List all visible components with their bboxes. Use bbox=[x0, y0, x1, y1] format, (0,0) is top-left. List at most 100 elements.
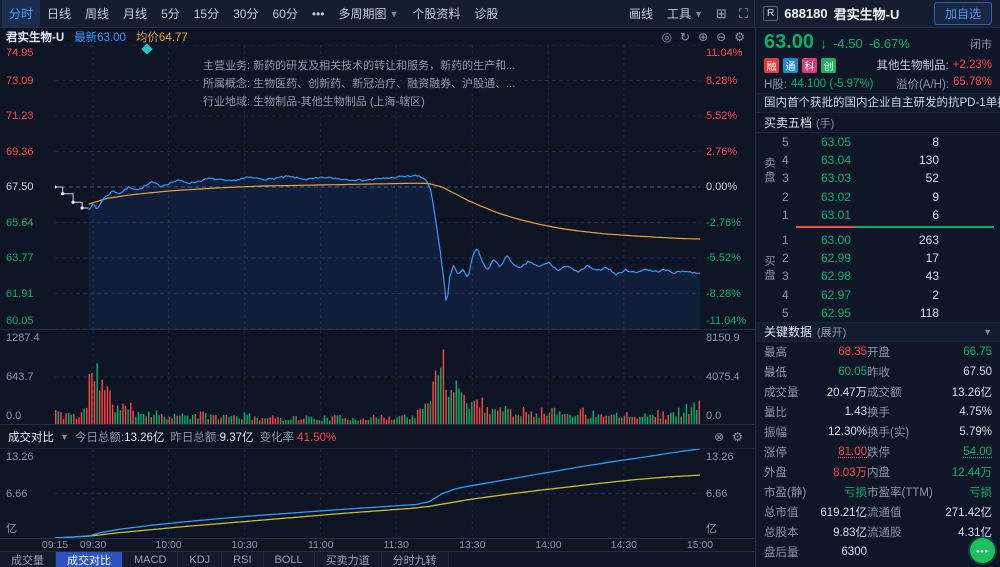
level-number: 1 bbox=[782, 207, 789, 222]
sell-level-row[interactable]: 2 63.02 9 bbox=[776, 188, 1000, 206]
level-number: 3 bbox=[782, 171, 789, 186]
sell-levels: 5 63.05 8 4 63.04 130 3 63.03 52 2 63.02 9 1 63.01 6 bbox=[776, 133, 1000, 224]
indicator-tab-0[interactable]: 成交量 bbox=[0, 552, 56, 567]
toolbar-stock-identity: R 688180 君实生物-U 加自选 bbox=[755, 0, 1000, 27]
toolbar-menu-2[interactable]: 诊股 bbox=[474, 7, 499, 21]
axis-label: 0.00% bbox=[706, 181, 738, 193]
key-data-header[interactable]: 关键数据 (展开) ▼ bbox=[756, 321, 1000, 342]
indicator-tab-2[interactable]: MACD bbox=[123, 552, 179, 567]
multi-chart-icon[interactable]: ⊞ bbox=[715, 5, 727, 21]
price-chart-plot[interactable]: 主营业务: 新药的研发及相关技术的转让和服务，新药的生产和... 所属概念: 生… bbox=[55, 43, 700, 329]
buy-level-row[interactable]: 3 62.98 43 bbox=[776, 267, 1000, 285]
close-panel-icon[interactable]: ⊗ bbox=[714, 429, 725, 444]
key-data-label: 外盘 bbox=[764, 466, 787, 479]
level-volume: 2 bbox=[932, 287, 939, 302]
axis-label: 5.52% bbox=[706, 110, 738, 122]
period-tab-1[interactable]: 日线 bbox=[47, 7, 72, 21]
sell-level-row[interactable]: 5 63.05 8 bbox=[776, 133, 1000, 151]
indicator-tab-3[interactable]: KDJ bbox=[178, 552, 223, 567]
stock-code: 688180 bbox=[784, 6, 828, 21]
fullscreen-icon[interactable]: ⛶ bbox=[738, 5, 748, 21]
toolbar-tool-0[interactable]: 画线 bbox=[629, 7, 654, 21]
chevron-down-icon[interactable]: ▼ bbox=[60, 431, 69, 442]
level-volume: 43 bbox=[925, 269, 939, 284]
level-volume: 6 bbox=[932, 207, 939, 222]
buy-sell-ratio-bar bbox=[776, 224, 1000, 231]
level-number: 5 bbox=[782, 305, 789, 320]
buy-level-row[interactable]: 5 62.95 118 bbox=[776, 304, 1000, 322]
period-tab-0[interactable]: 分时 bbox=[2, 0, 41, 27]
key-data-label: 市盈(静) bbox=[764, 486, 807, 499]
axis-label: 亿 bbox=[706, 523, 717, 535]
floating-chat-button[interactable]: ••• bbox=[970, 538, 995, 563]
sell-level-row[interactable]: 1 63.01 6 bbox=[776, 206, 1000, 224]
time-tick-label: 10:30 bbox=[231, 539, 258, 551]
indicator-tab-6[interactable]: 买卖力道 bbox=[314, 552, 382, 567]
refresh-icon[interactable]: ↻ bbox=[680, 29, 691, 44]
intraday-price-pane: 74.95 73.09 71.23 69.36 67.50 65.64 63.77 61.91… bbox=[0, 43, 755, 330]
settings-gear-icon[interactable]: ⚙ bbox=[734, 29, 745, 44]
period-tab-6[interactable]: 30分 bbox=[233, 7, 259, 21]
key-data-row: 市盈(静) 亏损 市盈率(TTM) 亏损 bbox=[756, 482, 1000, 502]
key-data-label: 量比 bbox=[764, 406, 787, 419]
level-number: 2 bbox=[782, 189, 789, 204]
chevron-down-icon[interactable]: ▼ bbox=[983, 326, 992, 337]
level-price: 62.99 bbox=[820, 251, 852, 266]
toolbar-menu-0[interactable]: 多周期图 ▼ bbox=[338, 7, 399, 21]
indicator-tab-5[interactable]: BOLL bbox=[263, 552, 315, 567]
buy-level-row[interactable]: 2 62.99 17 bbox=[776, 249, 1000, 267]
indicator-tab-7[interactable]: 分时九转 bbox=[381, 552, 449, 567]
toolbar-tool-1[interactable]: 工具 ▼ bbox=[667, 7, 703, 21]
key-data-row: 外盘 8.03万 内盘 12.44万 bbox=[756, 462, 1000, 482]
level-price: 63.01 bbox=[820, 207, 852, 222]
zoom-out-icon[interactable]: ⊖ bbox=[716, 29, 727, 44]
axis-label: 65.64 bbox=[6, 216, 34, 229]
buy-level-row[interactable]: 4 62.97 2 bbox=[776, 286, 1000, 304]
key-data-label: 换手 bbox=[867, 406, 890, 419]
key-data-label: 昨收 bbox=[867, 366, 890, 379]
period-tab-7[interactable]: 60分 bbox=[272, 7, 298, 21]
key-data-value: 68.35 bbox=[838, 345, 867, 358]
price-change-percent: -6.67% bbox=[868, 36, 910, 51]
axis-label: 8.28% bbox=[706, 74, 738, 87]
buy-side-label: 买盘 bbox=[763, 255, 775, 283]
toolbar-window-icons: ⊞ ⛶ bbox=[710, 0, 754, 27]
level-volume: 52 bbox=[925, 171, 939, 186]
snapshot-icon[interactable]: ◎ bbox=[661, 29, 673, 44]
indicator-tab-1[interactable]: 成交对比 bbox=[56, 552, 123, 567]
axis-label: 6.66 bbox=[6, 487, 28, 500]
turnover-chart-plot[interactable] bbox=[55, 449, 700, 538]
axis-label: 4075.4 bbox=[706, 371, 740, 383]
volume-pane: 1287.4 643.7 0.0 8150.9 4075.4 0.0 bbox=[0, 330, 755, 425]
toolbar-tools: 画线 工具 ▼ bbox=[622, 0, 710, 27]
sell-level-row[interactable]: 4 63.04 130 bbox=[776, 151, 1000, 169]
toolbar-menu-1[interactable]: 个股资料 bbox=[412, 7, 461, 21]
time-tick-label: 09:30 bbox=[79, 539, 107, 551]
stock-badge-3: 创 bbox=[821, 57, 836, 73]
level-price: 62.97 bbox=[820, 287, 852, 302]
change-rate: 41.50% bbox=[297, 431, 337, 444]
period-tab-3[interactable]: 月线 bbox=[123, 7, 148, 21]
volume-chart-plot[interactable] bbox=[55, 330, 700, 424]
panel-settings-gear-icon[interactable]: ⚙ bbox=[732, 429, 743, 444]
key-data-value: 8.03万 bbox=[833, 466, 867, 479]
buy-level-row[interactable]: 1 63.00 263 bbox=[776, 231, 1000, 249]
more-periods-button[interactable]: ••• bbox=[311, 6, 325, 21]
zoom-in-icon[interactable]: ⊕ bbox=[698, 29, 709, 44]
stock-badges: 融通科创 bbox=[764, 57, 836, 73]
hk-price: 44.100 (-5.97%) bbox=[791, 78, 874, 90]
turnover-title[interactable]: 成交对比 bbox=[8, 431, 54, 444]
time-tick-label: 13:30 bbox=[459, 539, 486, 551]
indicator-tab-4[interactable]: RSI bbox=[222, 552, 264, 567]
key-data-value: 亏损 bbox=[969, 486, 992, 499]
stock-badge-0: 融 bbox=[764, 57, 779, 73]
period-tab-2[interactable]: 周线 bbox=[85, 7, 110, 21]
margin-flag-badge: R bbox=[763, 6, 779, 21]
industry-label[interactable]: 其他生物制品: bbox=[876, 60, 949, 72]
news-ticker[interactable]: 国内首个获批的国内企业自主研发的抗PD-1单抗 bbox=[756, 93, 1000, 113]
axis-label: 61.91 bbox=[6, 287, 34, 300]
sell-level-row[interactable]: 3 63.03 52 bbox=[776, 169, 1000, 187]
period-tab-5[interactable]: 15分 bbox=[193, 7, 220, 21]
period-tab-4[interactable]: 5分 bbox=[161, 7, 180, 21]
add-watchlist-button[interactable]: 加自选 bbox=[933, 2, 992, 25]
